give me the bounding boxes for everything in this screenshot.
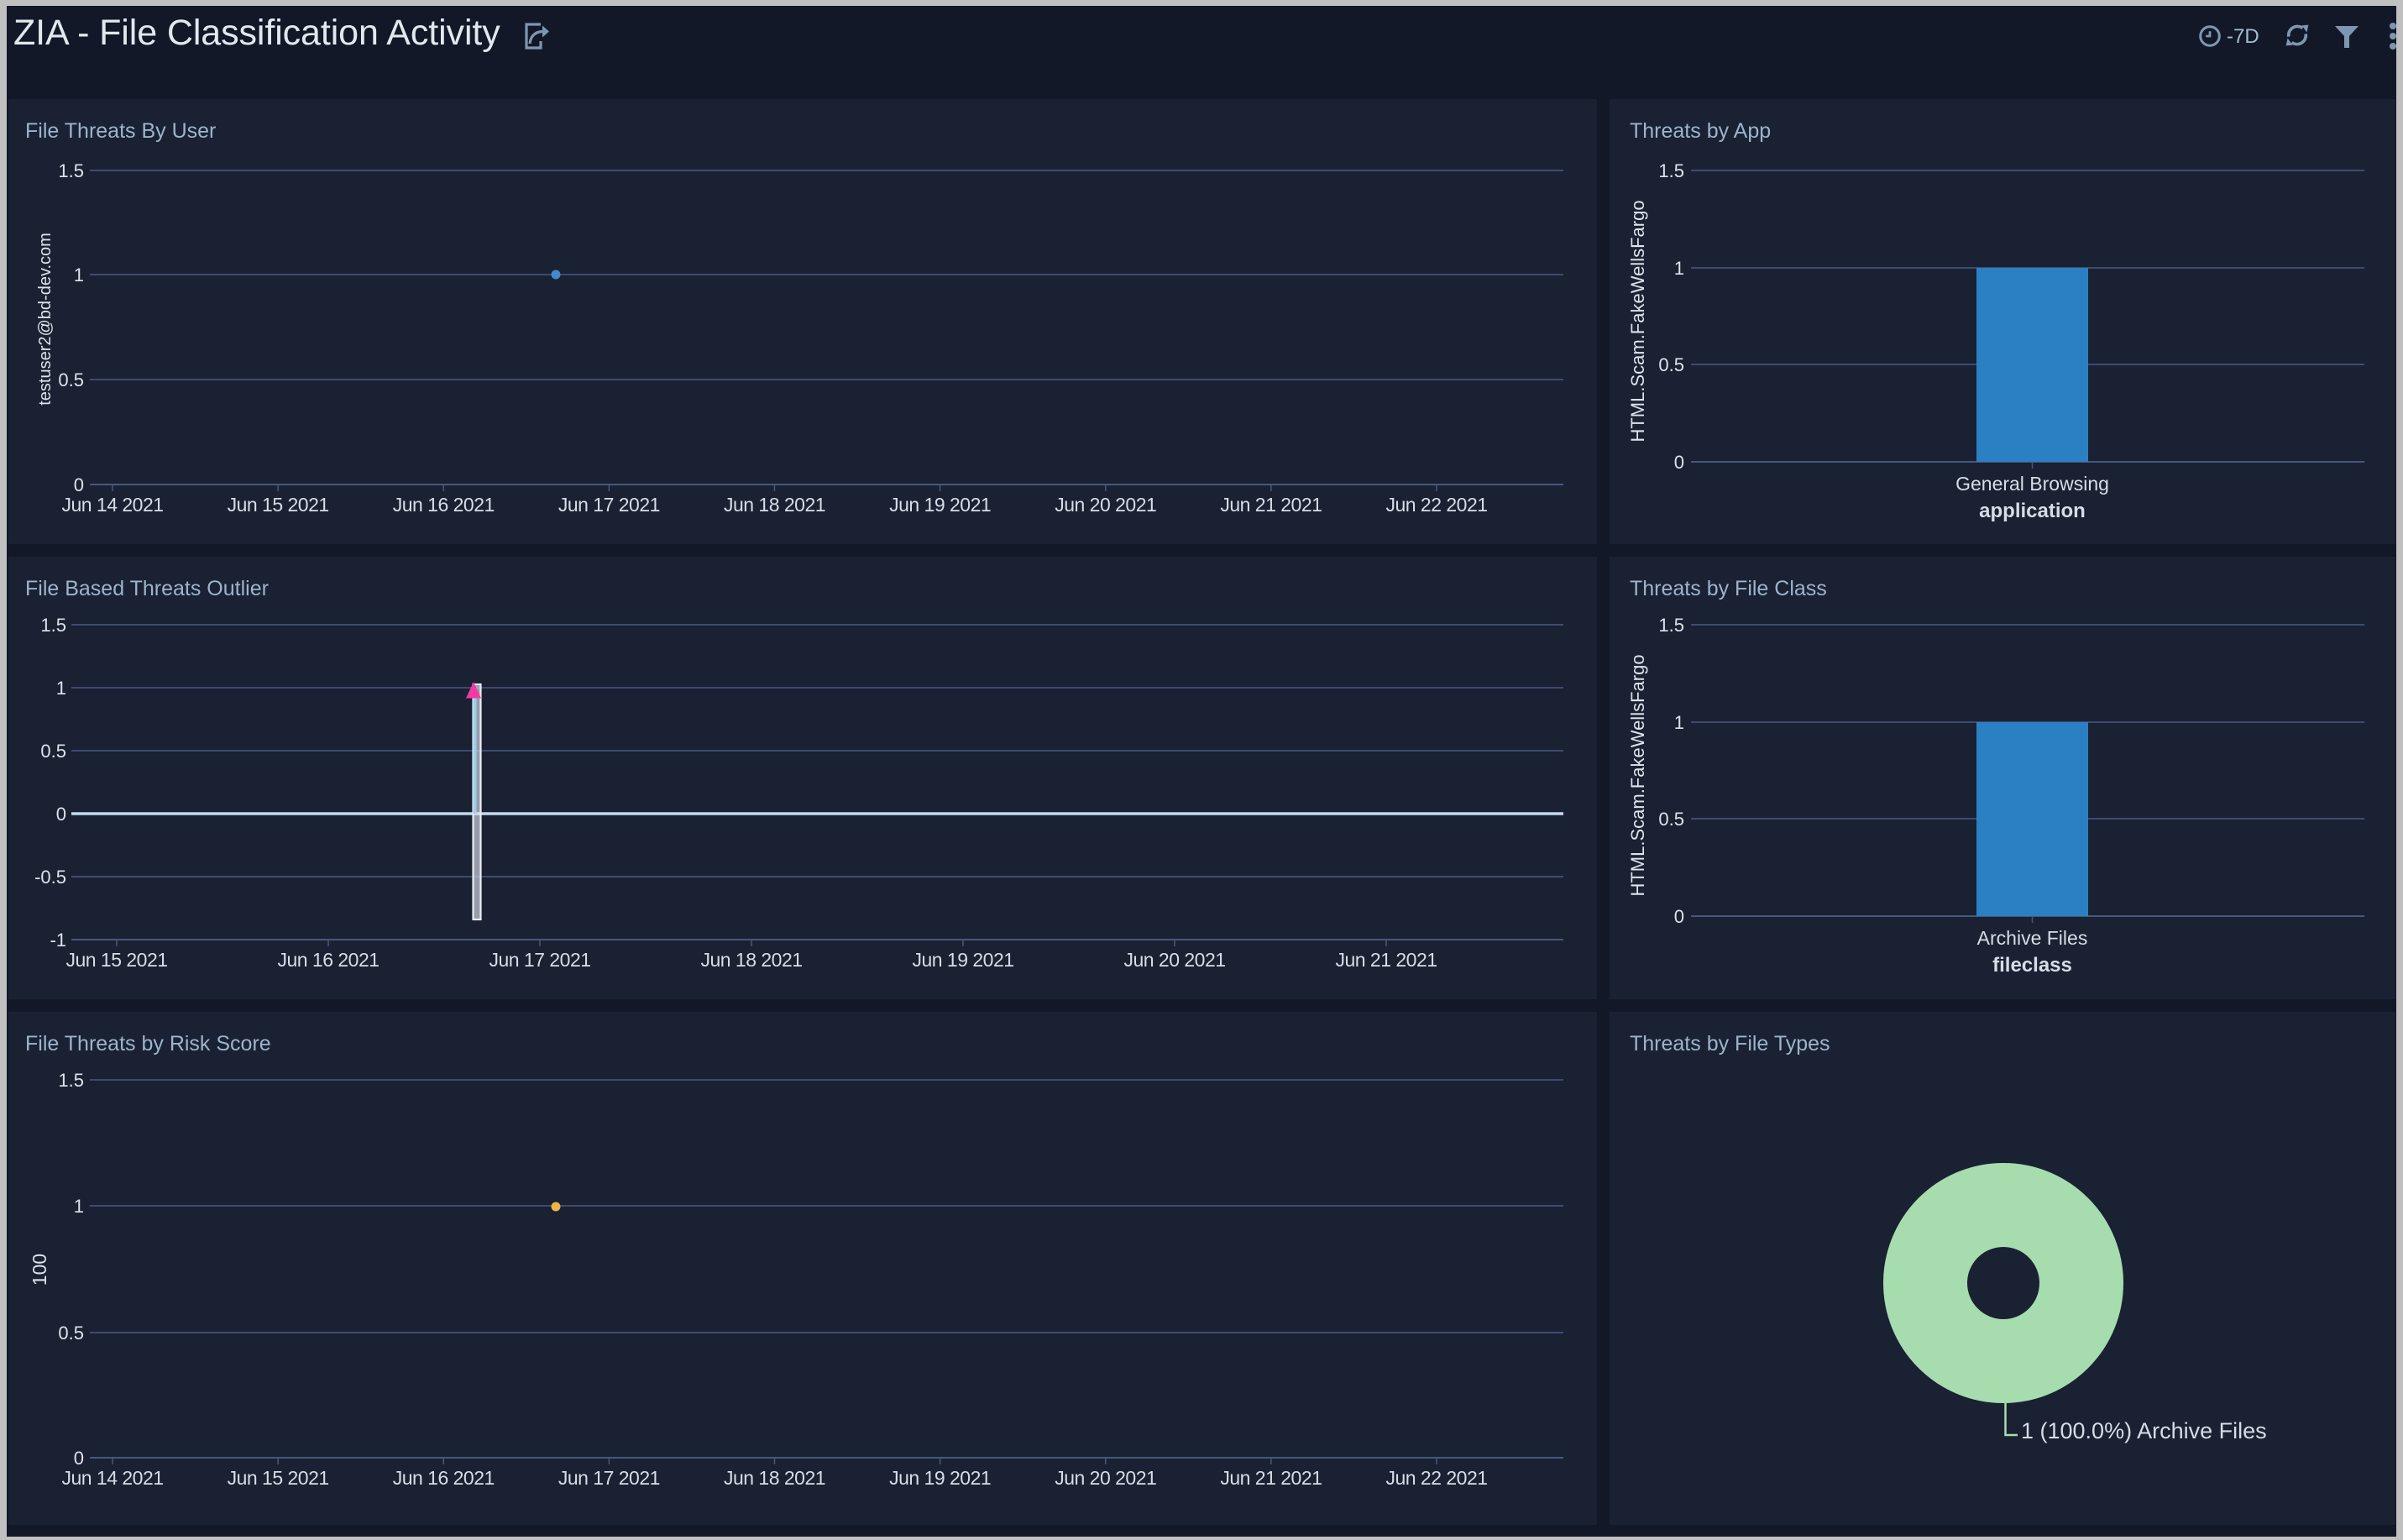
svg-text:Jun 15 2021: Jun 15 2021	[228, 494, 329, 516]
svg-text:Jun 17 2021: Jun 17 2021	[558, 1467, 660, 1489]
svg-text:1: 1	[56, 678, 66, 699]
svg-text:Jun 20 2021: Jun 20 2021	[1055, 494, 1156, 516]
svg-text:Jun 20 2021: Jun 20 2021	[1123, 949, 1225, 971]
svg-text:Jun 18 2021: Jun 18 2021	[700, 949, 802, 971]
svg-text:100: 100	[29, 1254, 50, 1286]
svg-text:0: 0	[1674, 906, 1684, 927]
svg-text:General Browsing: General Browsing	[1955, 473, 2109, 495]
svg-text:application: application	[1979, 500, 2086, 522]
svg-text:1.5: 1.5	[1658, 160, 1684, 181]
svg-text:Jun 21 2021: Jun 21 2021	[1220, 494, 1322, 516]
svg-text:1: 1	[1674, 712, 1684, 733]
svg-text:1.5: 1.5	[58, 1070, 84, 1091]
svg-text:1: 1	[74, 1196, 84, 1217]
svg-text:0: 0	[74, 1448, 84, 1469]
svg-text:0.5: 0.5	[40, 741, 66, 762]
svg-text:Jun 22 2021: Jun 22 2021	[1385, 1467, 1487, 1489]
svg-text:Jun 20 2021: Jun 20 2021	[1055, 1467, 1156, 1489]
svg-text:1.5: 1.5	[1658, 615, 1684, 636]
svg-text:0.5: 0.5	[1658, 809, 1684, 830]
svg-text:1: 1	[74, 265, 84, 285]
svg-text:1 (100.0%) Archive Files: 1 (100.0%) Archive Files	[2021, 1418, 2267, 1443]
svg-text:Jun 14 2021: Jun 14 2021	[61, 494, 163, 516]
svg-text:1.5: 1.5	[40, 615, 66, 636]
svg-text:Jun 18 2021: Jun 18 2021	[724, 1467, 825, 1489]
svg-text:Jun 15 2021: Jun 15 2021	[65, 949, 167, 971]
svg-text:Jun 16 2021: Jun 16 2021	[393, 494, 495, 516]
svg-text:File Threats By User: File Threats By User	[25, 119, 216, 143]
svg-text:HTML.Scam.FakeWellsFargo: HTML.Scam.FakeWellsFargo	[1627, 200, 1648, 442]
svg-text:Jun 21 2021: Jun 21 2021	[1335, 949, 1437, 971]
svg-text:testuser2@bd-dev.com: testuser2@bd-dev.com	[36, 233, 55, 406]
svg-text:Threats by File Types: Threats by File Types	[1630, 1032, 1830, 1055]
svg-text:0: 0	[56, 804, 66, 825]
svg-text:Jun 15 2021: Jun 15 2021	[228, 1467, 329, 1489]
svg-text:0.5: 0.5	[1658, 354, 1684, 375]
svg-text:Jun 16 2021: Jun 16 2021	[393, 1467, 495, 1489]
svg-text:Threats by App: Threats by App	[1630, 119, 1771, 143]
svg-text:0.5: 0.5	[58, 1323, 84, 1344]
svg-text:Threats by File Class: Threats by File Class	[1630, 577, 1827, 600]
svg-text:-0.5: -0.5	[34, 867, 66, 888]
svg-text:Jun 19 2021: Jun 19 2021	[889, 494, 991, 516]
svg-text:Jun 21 2021: Jun 21 2021	[1220, 1467, 1322, 1489]
svg-text:Jun 17 2021: Jun 17 2021	[558, 494, 660, 516]
svg-text:0: 0	[1674, 452, 1684, 473]
svg-text:File Threats by Risk Score: File Threats by Risk Score	[25, 1032, 271, 1055]
svg-text:0.5: 0.5	[58, 369, 84, 390]
svg-text:0: 0	[74, 474, 84, 495]
svg-text:Jun 19 2021: Jun 19 2021	[889, 1467, 991, 1489]
svg-text:HTML.Scam.FakeWellsFargo: HTML.Scam.FakeWellsFargo	[1627, 654, 1648, 896]
svg-text:File Based Threats Outlier: File Based Threats Outlier	[25, 577, 269, 600]
svg-text:Jun 19 2021: Jun 19 2021	[912, 949, 1013, 971]
svg-text:fileclass: fileclass	[1992, 954, 2072, 977]
svg-text:Jun 17 2021: Jun 17 2021	[489, 949, 590, 971]
svg-text:Archive Files: Archive Files	[1977, 927, 2088, 949]
svg-text:Jun 18 2021: Jun 18 2021	[724, 494, 825, 516]
svg-text:Jun 16 2021: Jun 16 2021	[277, 949, 379, 971]
svg-text:1.5: 1.5	[58, 160, 84, 181]
svg-text:Jun 22 2021: Jun 22 2021	[1385, 494, 1487, 516]
svg-text:1: 1	[1674, 258, 1684, 279]
svg-text:-1: -1	[50, 930, 66, 951]
svg-text:Jun 14 2021: Jun 14 2021	[61, 1467, 163, 1489]
